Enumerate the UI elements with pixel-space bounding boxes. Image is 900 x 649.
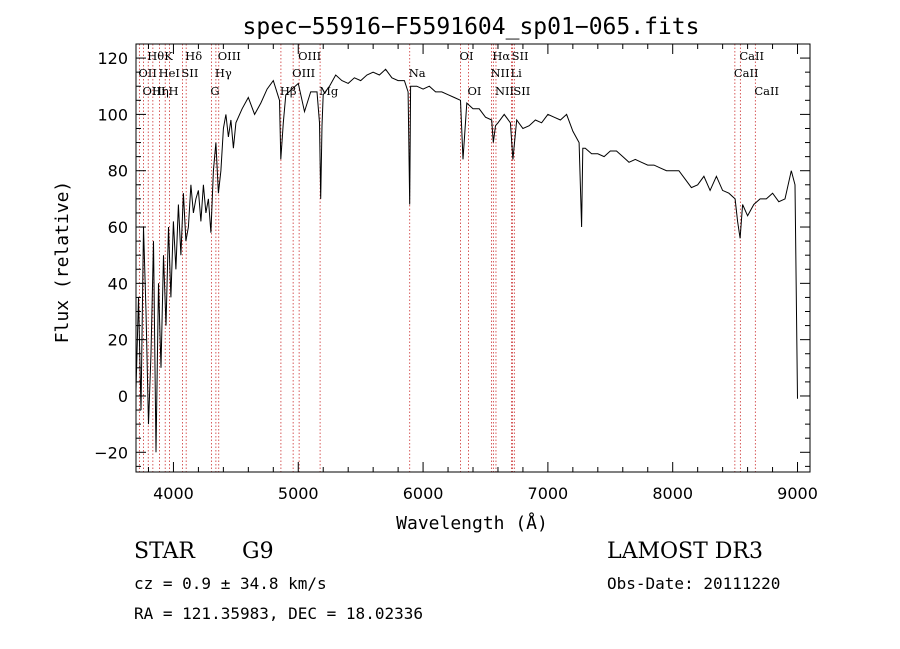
line-label-26: CaII — [734, 66, 759, 80]
line-label-6: SII — [181, 66, 198, 80]
x-tick-label-1: 5000 — [278, 484, 319, 503]
survey-name: LAMOST DR3 — [607, 539, 763, 564]
line-label-22: SII — [512, 49, 529, 63]
y-tick-label-0: −20 — [94, 443, 128, 462]
chart-title: spec−55916−F5591604_sp01−065.fits — [243, 14, 700, 40]
coordinates: RA = 121.35983, DEC = 18.02336 — [134, 604, 423, 623]
redshift-value: cz = 0.9 ± 34.8 km/s — [134, 574, 327, 593]
line-label-12: OIII — [298, 49, 321, 63]
line-label-9: OIII — [218, 49, 241, 63]
observation-date: Obs-Date: 20111220 — [607, 574, 781, 593]
line-label-16: Na — [409, 66, 426, 80]
line-label-17: OI — [460, 49, 474, 63]
line-label-18: OI — [468, 84, 482, 98]
spectrum-line — [135, 68, 798, 453]
y-tick-label-2: 20 — [108, 331, 128, 350]
line-label-10: Hγ — [215, 66, 232, 80]
y-tick-label-1: 0 — [118, 387, 128, 406]
line-label-4: K — [164, 49, 173, 63]
y-axis-ticks: −20 0 20 40 60 80 100 120 — [94, 43, 810, 467]
x-tick-label-3: 7000 — [528, 484, 569, 503]
line-label-14: Hβ — [280, 84, 297, 98]
object-class: STAR — [134, 539, 195, 564]
line-label-20: NII — [490, 66, 509, 80]
y-tick-label-5: 80 — [108, 162, 128, 181]
x-axis-label: Wavelength (Å) — [396, 512, 548, 534]
line-label-8: Hδ — [185, 49, 202, 63]
line-label-7: H — [168, 84, 178, 98]
x-tick-label-0: 4000 — [153, 484, 194, 503]
x-tick-label-2: 6000 — [403, 484, 444, 503]
x-tick-label-4: 8000 — [652, 484, 693, 503]
line-label-5: HeI — [159, 66, 180, 80]
line-label-21: NII — [495, 84, 514, 98]
y-tick-label-7: 120 — [97, 49, 128, 68]
line-label-0: Hθ — [147, 49, 164, 63]
x-tick-label-5: 9000 — [777, 484, 818, 503]
y-tick-label-4: 60 — [108, 218, 128, 237]
line-label-19: Hα — [492, 49, 510, 63]
spectral-line-markers — [138, 44, 756, 472]
object-subclass: G9 — [242, 539, 274, 564]
line-label-23: Li — [510, 66, 522, 80]
y-axis-label: Flux (relative) — [52, 181, 73, 344]
line-label-27: CaII — [754, 84, 779, 98]
line-label-15: Mg — [319, 84, 339, 98]
line-label-11: G — [210, 84, 219, 98]
y-tick-label-3: 40 — [108, 274, 128, 293]
line-label-24: SII — [513, 84, 530, 98]
line-label-2: OIII — [142, 84, 165, 98]
x-axis-ticks: 4000 5000 6000 7000 8000 9000 — [147, 44, 818, 503]
line-label-1: OII — [138, 66, 157, 80]
line-label-3: Hη — [152, 84, 169, 98]
line-label-13: OIII — [292, 66, 315, 80]
line-label-25: CaII — [739, 49, 764, 63]
y-tick-label-6: 100 — [97, 105, 128, 124]
